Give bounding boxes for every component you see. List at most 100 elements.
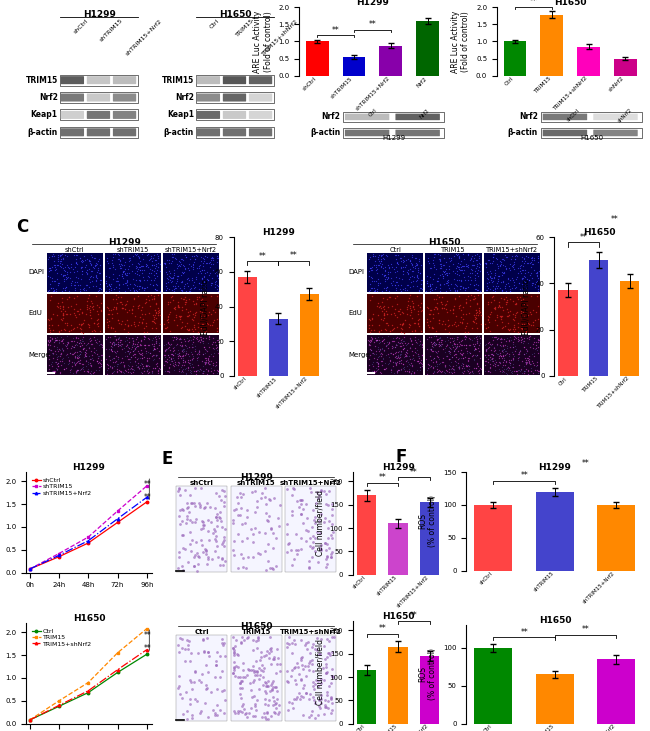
Point [396,363,407,374]
Point [516,322,526,334]
Point [499,254,509,265]
Point [176,310,187,322]
Point [176,489,186,501]
Point [52,331,62,343]
Point [166,292,176,303]
Point [58,313,69,325]
Point [127,363,138,374]
Point [324,515,334,527]
Point [410,346,420,358]
Point [198,260,208,271]
Point [192,335,203,346]
Point [208,333,218,344]
Bar [474,505,512,571]
Point [471,312,482,324]
Point [185,698,195,710]
Point [92,350,103,362]
Point [183,356,193,368]
Point [450,338,460,350]
Point [208,254,218,265]
Point [458,260,469,272]
Point [495,282,505,294]
Point [446,363,456,375]
Point [56,348,66,360]
Point [526,256,536,268]
Point [501,251,512,262]
Point [200,659,211,670]
Point [62,336,73,347]
Point [185,354,195,366]
Point [398,358,409,370]
Point [181,518,191,529]
Point [458,349,468,360]
Point [126,367,136,379]
Point [212,334,222,346]
Point [177,316,187,327]
Point [217,633,228,645]
Point [533,334,543,346]
Bar [163,253,219,292]
Point [527,272,538,284]
Point [164,284,174,295]
Point [504,335,514,346]
Point [517,333,527,345]
Point [491,253,502,265]
Point [469,279,479,291]
Point [385,347,395,359]
Point [55,260,65,271]
Point [263,556,273,567]
Point [59,270,70,281]
Bar [597,505,636,571]
Point [163,276,174,288]
Point [176,341,186,352]
Point [242,632,252,644]
Point [443,346,453,357]
Point [237,700,247,711]
Point [460,330,470,342]
Point [78,342,88,354]
Point [261,680,271,692]
Point [171,359,181,371]
Point [391,346,401,358]
Point [52,344,62,355]
Point [150,274,160,286]
Point [44,367,54,379]
Point [107,338,117,350]
Point [467,259,478,270]
Point [381,341,391,352]
Point [237,561,248,572]
Point [153,302,163,314]
Point [79,349,90,360]
Point [229,649,240,661]
Point [266,523,276,534]
Point [182,277,192,289]
Point [447,362,458,374]
Point [164,257,174,268]
Point [144,254,154,265]
Point [314,648,324,660]
Point [214,559,225,571]
Point [304,693,315,705]
Point [384,352,394,363]
Point [172,262,183,273]
Point [57,334,68,346]
Point [142,290,153,302]
Point [84,257,95,269]
Point [207,319,218,331]
Point [480,365,490,376]
Point [512,365,523,376]
Point [148,279,159,291]
Point [437,319,447,330]
Point [368,360,378,372]
Point [283,537,294,549]
Point [81,303,92,315]
Point [77,335,87,346]
Point [373,254,384,265]
Point [379,269,389,281]
Point [241,562,252,574]
Point [465,268,475,279]
Point [120,350,131,362]
Bar [163,336,219,374]
Point [321,553,332,565]
Point [508,348,518,360]
